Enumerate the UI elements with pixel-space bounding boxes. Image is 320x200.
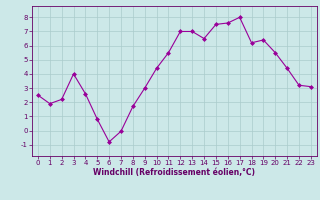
X-axis label: Windchill (Refroidissement éolien,°C): Windchill (Refroidissement éolien,°C): [93, 168, 255, 177]
